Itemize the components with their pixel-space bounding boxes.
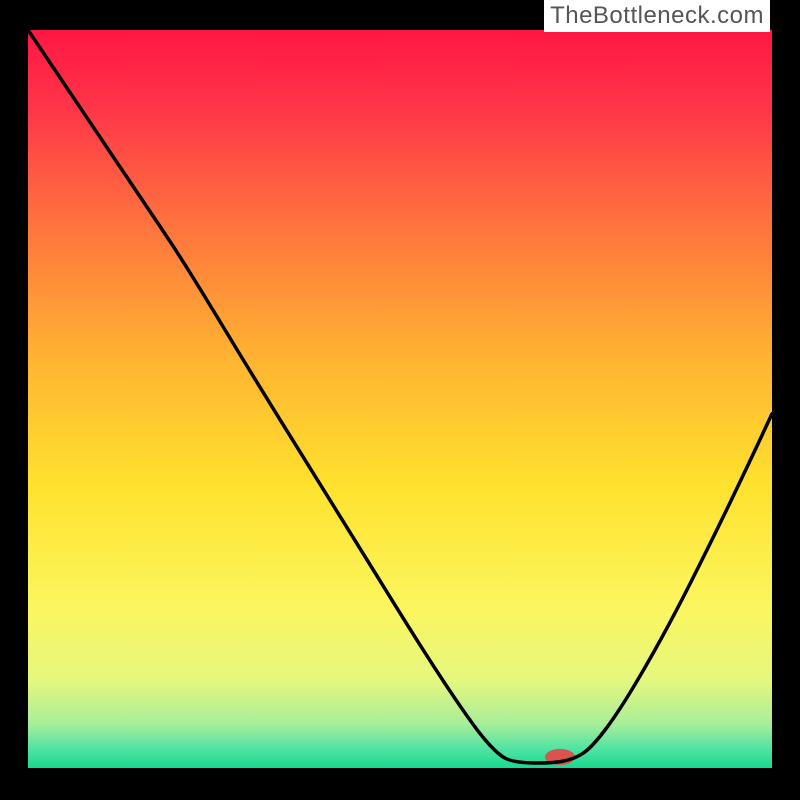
watermark-text: TheBottleneck.com — [544, 0, 770, 32]
bottleneck-chart — [0, 0, 800, 800]
chart-container: TheBottleneck.com — [0, 0, 800, 800]
plot-background — [28, 30, 772, 768]
